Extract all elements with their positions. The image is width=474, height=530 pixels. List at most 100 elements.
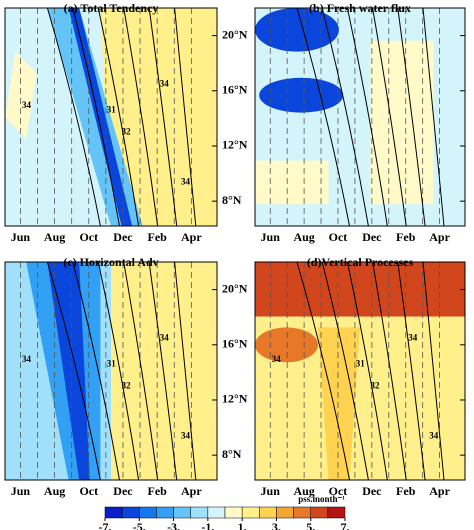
- contour: [174, 7, 197, 227]
- x-tick-label: Jun: [261, 230, 281, 244]
- contour: [72, 7, 120, 227]
- contour: [397, 261, 426, 481]
- panel-frame: [254, 7, 466, 227]
- x-tick-label: Dec: [362, 484, 382, 498]
- x-tick-label: Feb: [396, 230, 416, 244]
- colorbar-swatch: [121, 506, 140, 519]
- panel-field: [255, 262, 465, 480]
- contour-label: 34: [429, 430, 439, 440]
- field: [5, 51, 37, 139]
- x-tick-label: Dec: [113, 230, 133, 244]
- x-tick-label: Feb: [147, 230, 167, 244]
- colorbar-swatch: [207, 506, 226, 519]
- x-tick-label: Oct: [329, 230, 348, 244]
- colorbar-label: 1.: [238, 520, 247, 530]
- contour-label: 34: [160, 332, 170, 342]
- field: [255, 262, 465, 317]
- contour-label: 34: [22, 100, 32, 110]
- colorbar-swatch: [241, 506, 260, 519]
- x-tick-label: Oct: [79, 230, 98, 244]
- y-tick-label: 8°N: [222, 193, 242, 207]
- contour-label: 34: [160, 78, 170, 88]
- colorbar-swatch: [310, 506, 329, 519]
- x-tick-label: Apr: [181, 484, 202, 498]
- panel-title: (c) Horizontal Adv: [63, 255, 158, 269]
- contour: [346, 261, 388, 481]
- contour-label: 34: [272, 354, 282, 364]
- contour-label: 32: [371, 380, 381, 390]
- colorbar-label: 3.: [272, 520, 281, 530]
- panel-title: (b) Fresh water flux: [309, 1, 411, 15]
- colorbar-swatch: [259, 506, 277, 519]
- y-tick-label: 16°N: [222, 337, 248, 351]
- colorbar-label: -3.: [167, 520, 180, 530]
- x-tick-label: Oct: [329, 484, 348, 498]
- panel-frame: [4, 261, 218, 481]
- contour: [296, 261, 350, 481]
- colorbar-label: -5.: [133, 520, 146, 530]
- contour: [372, 261, 407, 481]
- colorbar-swatch: [276, 506, 294, 519]
- contour-label: 34: [181, 430, 191, 440]
- contour-label: 31: [107, 359, 117, 369]
- field: [47, 262, 90, 480]
- contour: [97, 7, 140, 227]
- contour: [148, 7, 178, 227]
- contour-label: 31: [356, 359, 366, 369]
- y-tick-label: 12°N: [222, 392, 248, 406]
- contour: [372, 7, 407, 227]
- contour: [321, 261, 369, 481]
- y-tick-label: 20°N: [222, 281, 248, 295]
- x-tick-label: Feb: [396, 484, 416, 498]
- colorbar-label: -7.: [99, 520, 112, 530]
- contour: [46, 7, 101, 227]
- panel-title: (d)Vertical Processes: [307, 255, 414, 269]
- contour-label: 32: [122, 126, 132, 136]
- colorbar-swatch: [104, 506, 123, 519]
- x-tick-label: Aug: [44, 484, 65, 498]
- x-tick-label: Apr: [181, 230, 202, 244]
- field: [259, 77, 344, 113]
- contour: [346, 7, 388, 227]
- contour: [422, 7, 445, 227]
- x-tick-label: Apr: [429, 230, 450, 244]
- field: [255, 8, 339, 52]
- contour: [296, 7, 350, 227]
- x-tick-label: Aug: [293, 484, 314, 498]
- field: [111, 262, 217, 480]
- contour-label: 34: [181, 176, 191, 186]
- colorbar-label: 7.: [341, 520, 350, 530]
- panel-frame: [254, 261, 466, 481]
- contour: [321, 7, 369, 227]
- contour-label: 34: [408, 332, 418, 342]
- colorbar-swatch: [139, 506, 157, 519]
- x-tick-label: Apr: [429, 484, 450, 498]
- colorbar-label: 5.: [306, 520, 315, 530]
- x-tick-label: Dec: [113, 484, 133, 498]
- y-tick-label: 12°N: [222, 138, 248, 152]
- colorbar-swatch: [173, 506, 191, 519]
- colorbar-unit: pss.month⁻¹: [298, 494, 345, 504]
- x-tick-label: Jun: [11, 484, 31, 498]
- y-tick-label: 16°N: [222, 83, 248, 97]
- x-tick-label: Dec: [362, 230, 382, 244]
- colorbar-swatch: [156, 506, 174, 519]
- field: [255, 327, 318, 363]
- contour: [97, 261, 140, 481]
- x-tick-label: Jun: [11, 230, 31, 244]
- field: [255, 160, 329, 205]
- contour-label: 34: [22, 354, 32, 364]
- colorbar-swatch: [224, 506, 243, 519]
- contour-label: 31: [107, 105, 117, 115]
- colorbar-swatch: [190, 506, 209, 519]
- x-tick-label: Oct: [79, 484, 98, 498]
- panel-frame: [4, 7, 218, 227]
- contour-label: 32: [122, 380, 132, 390]
- x-tick-label: Jun: [261, 484, 281, 498]
- contour: [123, 261, 159, 481]
- colorbar-label: -1.: [201, 520, 214, 530]
- contour: [148, 261, 178, 481]
- contour: [422, 261, 445, 481]
- x-tick-label: Aug: [44, 230, 65, 244]
- panel-field: [5, 262, 217, 480]
